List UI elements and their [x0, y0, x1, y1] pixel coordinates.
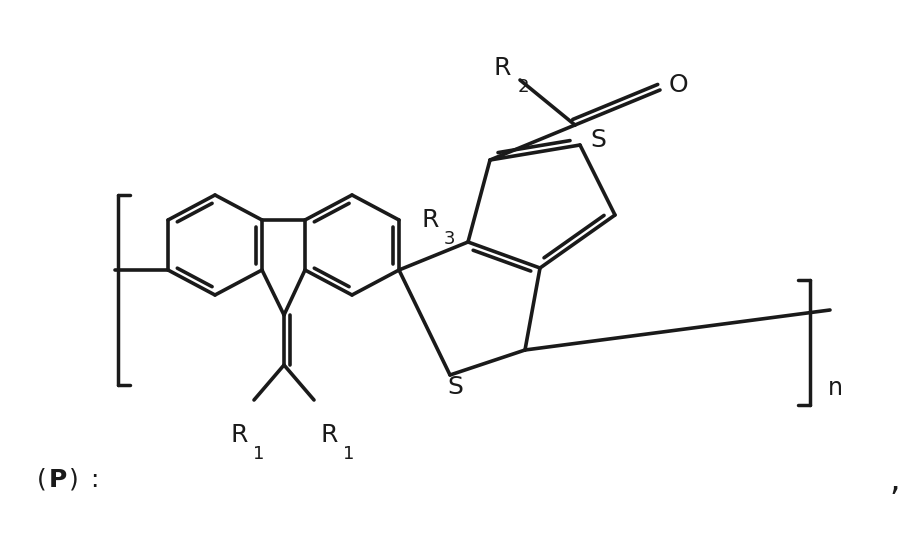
Text: O: O [669, 73, 688, 97]
Text: :: : [90, 468, 99, 492]
Text: ): ) [69, 468, 79, 492]
Text: 3: 3 [444, 230, 456, 248]
Text: R: R [494, 56, 510, 80]
Text: 1: 1 [343, 445, 355, 463]
Text: R: R [230, 423, 248, 447]
Text: 1: 1 [253, 445, 264, 463]
Text: P: P [49, 468, 67, 492]
Text: n: n [827, 376, 843, 400]
Text: (: ( [37, 468, 47, 492]
Text: 2: 2 [518, 78, 530, 96]
Text: S: S [590, 128, 606, 152]
Text: R: R [321, 423, 338, 447]
Text: S: S [447, 375, 463, 399]
Text: ,: , [890, 464, 901, 497]
Text: R: R [421, 208, 438, 232]
